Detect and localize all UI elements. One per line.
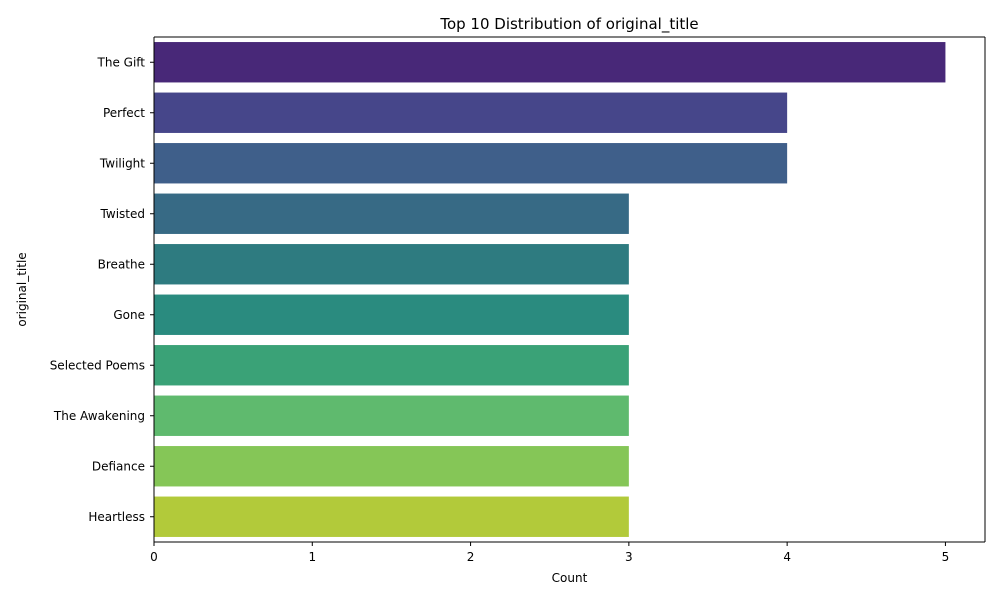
bars-group (154, 42, 945, 537)
x-tick-label: 5 (942, 550, 950, 564)
x-tick-label: 3 (625, 550, 633, 564)
bar-twisted (154, 194, 629, 234)
x-tick-label: 1 (308, 550, 316, 564)
bar-the-gift (154, 42, 945, 82)
bar-twilight (154, 143, 787, 183)
y-tick-label: Twisted (100, 207, 145, 221)
bar-the-awakening (154, 396, 629, 436)
y-tick-label: Gone (113, 308, 145, 322)
chart-title: Top 10 Distribution of original_title (439, 15, 698, 34)
y-tick-label: Heartless (88, 510, 145, 524)
y-tick-label: Perfect (103, 106, 145, 120)
y-axis-label: original_title (15, 252, 29, 326)
y-tick-label: Selected Poems (50, 358, 145, 372)
y-tick-label: Defiance (92, 459, 145, 473)
bar-gone (154, 295, 629, 335)
y-tick-label: The Gift (97, 55, 146, 69)
bar-defiance (154, 446, 629, 486)
bar-breathe (154, 244, 629, 284)
x-tick-label: 0 (150, 550, 158, 564)
x-tick-label: 2 (467, 550, 475, 564)
y-tick-label: Twilight (99, 156, 145, 170)
y-tick-label: The Awakening (53, 409, 145, 423)
x-ticks-group: 0 1 2 3 4 5 (150, 542, 949, 564)
y-tick-label: Breathe (98, 257, 145, 271)
y-ticks-group: The Gift Perfect Twilight Twisted Breathe Gon… (50, 55, 154, 524)
x-axis-label: Count (552, 571, 588, 585)
x-tick-label: 4 (783, 550, 791, 564)
bar-perfect (154, 93, 787, 133)
bar-selected-poems (154, 345, 629, 385)
bar-heartless (154, 497, 629, 537)
